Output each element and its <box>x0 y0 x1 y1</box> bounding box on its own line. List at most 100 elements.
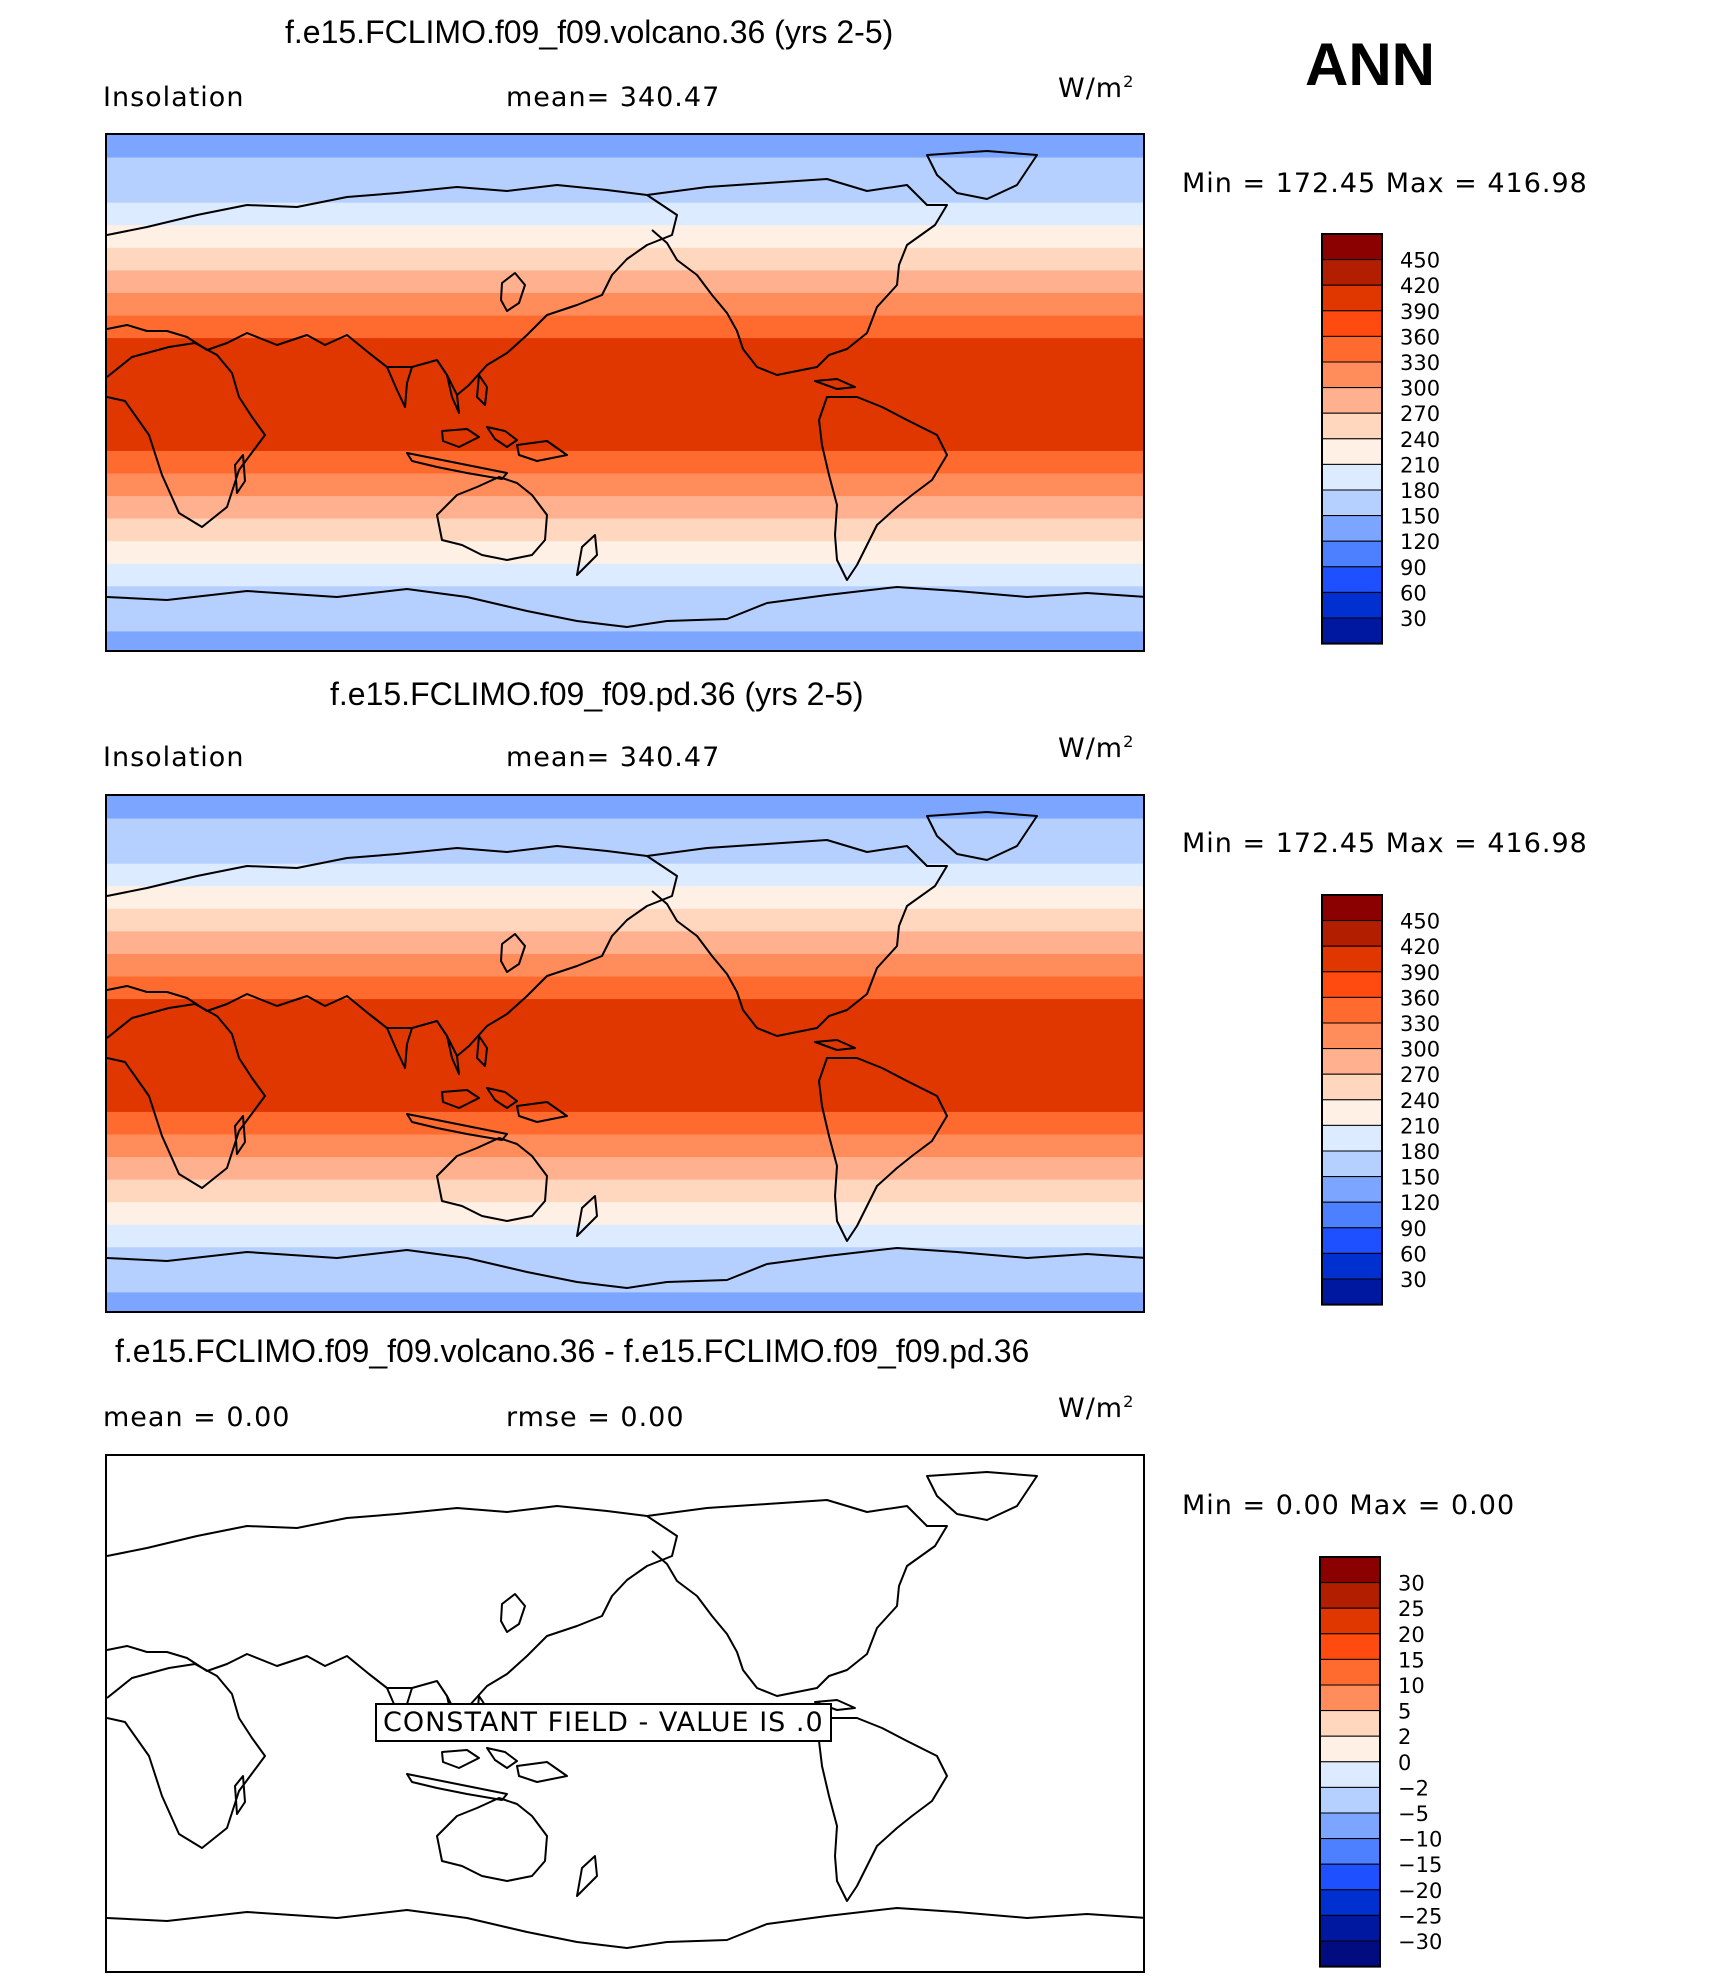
coastline <box>107 845 678 1057</box>
colorbar-tick-label: 10 <box>1398 1674 1425 1698</box>
colorbar-swatch <box>1321 259 1383 286</box>
field-band <box>107 202 1143 226</box>
coastline <box>516 1761 568 1783</box>
colorbar-tick-label: −15 <box>1398 1853 1442 1877</box>
panel-1-variable-label: Insolation <box>103 82 245 113</box>
panel-1-mean-label: mean= 340.47 <box>506 82 721 113</box>
coastline <box>516 440 568 462</box>
coastline <box>107 342 266 528</box>
coastline <box>107 1505 678 1717</box>
coastline <box>368 352 413 408</box>
colorbar-tick-label: 30 <box>1400 607 1427 631</box>
colorbar-swatch <box>1321 1048 1383 1075</box>
coastline <box>441 428 480 448</box>
colorbar-tick-label: 330 <box>1400 1012 1440 1036</box>
colorbar-tick-label: 150 <box>1400 1166 1440 1190</box>
colorbar-swatch <box>1321 894 1383 922</box>
colorbar-swatch <box>1319 1889 1381 1916</box>
coastline <box>486 1747 518 1769</box>
coastline <box>516 1101 568 1123</box>
colorbar-tick-label: 450 <box>1400 910 1440 934</box>
panel-3-units: W/m2 <box>1058 1392 1135 1424</box>
colorbar-tick-label: 150 <box>1400 505 1440 529</box>
field-band <box>107 586 1143 610</box>
field-band <box>107 1224 1143 1248</box>
colorbar-tick-label: 120 <box>1400 530 1440 554</box>
coastline <box>646 178 948 376</box>
coastline <box>436 1020 460 1075</box>
panel-1-units: W/m2 <box>1058 72 1135 104</box>
coastline <box>476 1035 488 1067</box>
field-band <box>107 1202 1143 1226</box>
field-band <box>107 1021 1143 1045</box>
colorbar-swatch <box>1319 1761 1381 1788</box>
coastline <box>441 1749 480 1769</box>
field-band <box>107 818 1143 842</box>
colorbar-tick-label: 450 <box>1400 249 1440 273</box>
colorbar-tick-label: 60 <box>1400 581 1427 605</box>
colorbar-swatch <box>1319 1735 1381 1763</box>
coastline <box>436 1797 548 1882</box>
coastline <box>107 184 678 396</box>
colorbar-swatch <box>1321 1201 1383 1229</box>
field-band <box>107 270 1143 294</box>
coastline <box>234 1775 246 1815</box>
panel-3-minmax: Min = 0.00 Max = 0.00 <box>1182 1490 1516 1521</box>
colorbar-swatch <box>1321 489 1383 517</box>
coastline <box>436 359 460 414</box>
coastline <box>646 839 948 1037</box>
colorbar-swatch <box>1321 310 1383 337</box>
colorbar-tick-label: 30 <box>1400 1268 1427 1292</box>
coastline <box>406 1773 508 1801</box>
colorbar-tick-label: 90 <box>1400 1217 1427 1241</box>
field-band <box>107 428 1143 452</box>
coastline <box>476 374 488 406</box>
colorbar-swatch <box>1321 920 1383 947</box>
colorbar-tick-label: 300 <box>1400 377 1440 401</box>
panel-3-mean-label: mean = 0.00 <box>103 1402 291 1433</box>
coastline <box>436 476 548 561</box>
field-band <box>107 1247 1143 1271</box>
colorbar-tick-label: 180 <box>1400 479 1440 503</box>
colorbar-tick-label: 360 <box>1400 986 1440 1010</box>
colorbar-swatch <box>1319 1863 1381 1891</box>
colorbar-swatch <box>1321 438 1383 465</box>
panel-2-units: W/m2 <box>1058 732 1135 764</box>
colorbar-tick-label: 120 <box>1400 1191 1440 1215</box>
field-band <box>107 405 1143 429</box>
field-band <box>107 360 1143 384</box>
colorbar-tick-label: 210 <box>1400 453 1440 477</box>
colorbar-swatch <box>1321 617 1383 645</box>
coastline <box>436 1137 548 1222</box>
colorbar-swatch <box>1321 463 1383 491</box>
coastline <box>818 1057 948 1242</box>
panel-3-rmse-label: rmse = 0.00 <box>506 1402 685 1433</box>
coastline <box>234 1115 246 1155</box>
coastline <box>926 811 1038 861</box>
coastline <box>818 1717 948 1902</box>
colorbar-tick-label: 25 <box>1398 1597 1425 1621</box>
coastline <box>646 1499 948 1697</box>
panel-2-variable-label: Insolation <box>103 742 245 773</box>
coastline <box>107 1247 1143 1289</box>
colorbar-tick-label: 330 <box>1400 351 1440 375</box>
colorbar-swatch <box>1321 1252 1383 1280</box>
colorbar-tick-label: −10 <box>1398 1828 1442 1852</box>
coastline <box>818 396 948 581</box>
field-band <box>107 1269 1143 1294</box>
field-band <box>107 247 1143 271</box>
panel-2-coastlines <box>107 811 1143 1289</box>
colorbar-swatch <box>1319 1658 1381 1686</box>
coastline <box>486 1087 518 1109</box>
colorbar-swatch <box>1321 1022 1383 1050</box>
field-band <box>107 999 1143 1023</box>
colorbar-swatch <box>1319 1684 1381 1712</box>
coastline <box>107 586 1143 628</box>
colorbar-swatch <box>1321 1176 1383 1203</box>
colorbar-swatch <box>1321 1099 1383 1126</box>
field-band <box>107 908 1143 932</box>
colorbar-tick-label: 420 <box>1400 274 1440 298</box>
colorbar-swatch <box>1319 1633 1381 1660</box>
colorbar-tick-label: 390 <box>1400 961 1440 985</box>
colorbar-tick-label: 2 <box>1398 1725 1411 1749</box>
